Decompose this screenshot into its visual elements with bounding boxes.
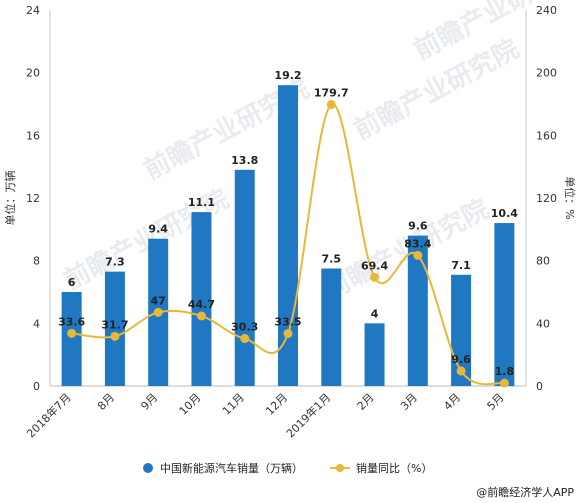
legend-line-marker — [336, 464, 344, 472]
bar — [234, 169, 255, 386]
line-point — [196, 311, 206, 321]
line-value-label: 30.3 — [231, 321, 258, 334]
right-y-tick-label: 80 — [536, 255, 550, 268]
right-y-axis-ticks: 0 40 80 120 160 200 240 — [536, 4, 557, 393]
x-tick-label: 12月 — [263, 391, 290, 418]
left-y-tick-label: 4 — [33, 317, 40, 330]
line-point — [326, 99, 336, 109]
left-y-tick-label: 16 — [26, 129, 40, 142]
legend-bar-label: 中国新能源汽车销量（万辆） — [160, 461, 303, 475]
line-value-label: 179.7 — [314, 86, 349, 99]
left-y-axis-title: 单位：万辆 — [3, 171, 17, 226]
left-y-tick-label: 8 — [33, 255, 40, 268]
left-y-tick-label: 24 — [26, 4, 40, 17]
x-tick-label: 4月 — [441, 391, 463, 413]
bar — [494, 223, 515, 386]
right-y-tick-label: 40 — [536, 317, 550, 330]
line-value-label: 47 — [151, 294, 166, 307]
right-y-tick-label: 240 — [536, 4, 557, 17]
x-tick-label: 9月 — [138, 391, 160, 413]
bar — [364, 323, 385, 386]
x-tick-label: 10月 — [177, 391, 204, 418]
line-point — [283, 329, 293, 339]
line-point — [413, 250, 423, 260]
line-series: 33.6 31.747 44.730.3 33.5179.769.483.49.61.… — [58, 86, 515, 388]
left-y-tick-label: 0 — [33, 380, 40, 393]
line-value-label: 9.6 — [451, 353, 471, 366]
bar — [191, 212, 212, 386]
line-point — [110, 331, 120, 341]
right-y-tick-label: 160 — [536, 129, 557, 142]
left-y-axis-ticks: 0 4 8 12 16 20 24 — [26, 4, 40, 393]
bar-value-label: 7.5 — [322, 253, 342, 266]
bar-value-label: 4 — [371, 307, 379, 320]
x-tick-label: 2019年1月 — [283, 390, 333, 440]
x-tick-label: 2018年7月 — [24, 390, 74, 440]
x-tick-label: 11月 — [220, 391, 247, 418]
legend: 中国新能源汽车销量（万辆） 销量同比（%） — [143, 461, 432, 475]
line-point — [67, 328, 77, 338]
x-tick-label: 8月 — [95, 391, 117, 413]
legend-line-label: 销量同比（%） — [356, 461, 432, 475]
legend-bar-marker — [143, 463, 153, 473]
x-tick-label: 3月 — [398, 391, 420, 413]
line-point — [370, 272, 380, 282]
line-value-label: 83.4 — [404, 237, 431, 250]
bar — [321, 268, 342, 386]
bar-value-label: 9.4 — [148, 223, 168, 236]
line-point — [240, 334, 250, 344]
bar — [104, 271, 125, 386]
bar — [451, 274, 472, 386]
line-value-label: 69.4 — [361, 259, 388, 272]
line-point — [153, 307, 163, 317]
right-y-tick-label: 0 — [536, 380, 543, 393]
bar — [407, 235, 428, 386]
bar-value-label: 10.4 — [491, 207, 518, 220]
bar-series: 6 7.3 9.4 11.1 13.8 19.2 7.5 4 9.6 7.1 10.4 — [61, 69, 518, 386]
x-tick-label: 5月 — [485, 391, 507, 413]
bar-value-label: 13.8 — [231, 154, 258, 167]
bar-value-label: 19.2 — [274, 69, 301, 82]
line-value-label: 33.6 — [58, 315, 85, 328]
left-y-tick-label: 20 — [26, 67, 40, 80]
x-tick-label: 2月 — [355, 391, 377, 413]
line-value-label: 1.8 — [495, 365, 515, 378]
bar-value-label: 7.3 — [105, 256, 125, 269]
line-point — [499, 378, 509, 388]
line-value-label: 31.7 — [101, 318, 128, 331]
bar — [278, 85, 298, 386]
bar-value-label: 6 — [68, 276, 76, 289]
line-value-label: 44.7 — [188, 298, 215, 311]
line-value-label: 33.5 — [274, 316, 301, 329]
right-y-tick-label: 120 — [536, 192, 557, 205]
right-y-tick-label: 200 — [536, 67, 557, 80]
bar-value-label: 9.6 — [408, 220, 428, 233]
line-point — [456, 366, 466, 376]
credit-text: @前瞻经济学人APP — [476, 485, 574, 499]
bar-value-label: 11.1 — [188, 196, 215, 209]
bar-value-label: 7.1 — [451, 259, 471, 272]
right-y-axis-title: 单位：% — [563, 176, 577, 219]
bar — [61, 292, 82, 386]
left-y-tick-label: 12 — [26, 192, 40, 205]
